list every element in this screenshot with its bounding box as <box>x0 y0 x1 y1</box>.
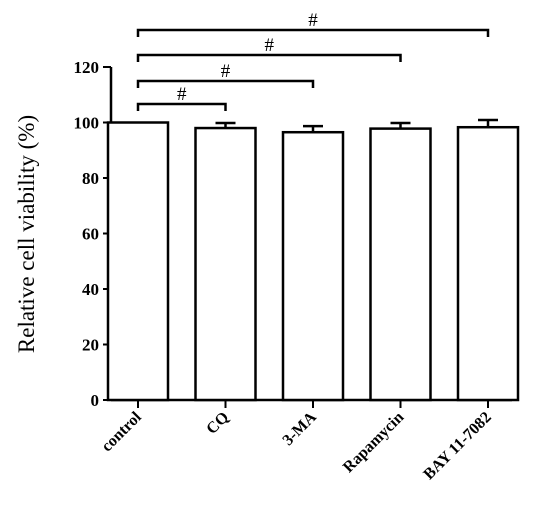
x-tick-label: control <box>98 408 145 455</box>
y-tick-label: 20 <box>82 336 99 355</box>
x-tick-label: 3-MA <box>280 408 321 449</box>
significance-bracket <box>136 102 227 111</box>
bar <box>456 125 520 402</box>
significance-bracket <box>136 53 402 62</box>
significance-label: # <box>308 10 318 31</box>
significance-label: # <box>265 35 275 56</box>
x-axis: control CQ 3-MA Rapamycin BAY 11-7082 <box>98 398 512 483</box>
y-axis: 0 20 40 60 80 100 120 <box>74 58 113 410</box>
y-tick-label: 120 <box>74 58 100 77</box>
x-tick-label: BAY 11-7082 <box>420 409 494 483</box>
y-tick-label: 60 <box>82 225 99 244</box>
significance-label: # <box>221 61 231 82</box>
significance-label: # <box>177 84 187 105</box>
y-tick-label: 80 <box>82 169 99 188</box>
y-axis-label: Relative cell viability (%) <box>14 115 39 353</box>
x-tick-label: Rapamycin <box>340 409 407 476</box>
x-tick-label: CQ <box>203 409 232 438</box>
y-tick-label: 40 <box>82 280 99 299</box>
bar <box>369 127 432 402</box>
bar <box>194 126 257 402</box>
significance-bracket <box>136 28 490 37</box>
bar-series <box>106 118 520 402</box>
significance-brackets: # # # # <box>136 10 490 111</box>
y-tick-label: 0 <box>91 391 100 410</box>
significance-bracket <box>136 79 315 88</box>
bar <box>106 121 170 402</box>
bar <box>281 130 345 402</box>
y-tick-label: 100 <box>74 114 100 133</box>
